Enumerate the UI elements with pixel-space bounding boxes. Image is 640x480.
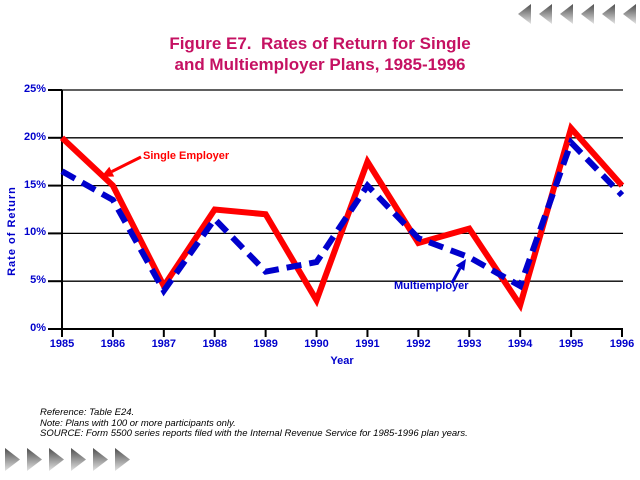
series-label-single-employer: Single Employer <box>143 150 230 162</box>
x-tick-label-1986: 1986 <box>100 338 126 350</box>
x-tick-label-1985: 1985 <box>49 338 75 350</box>
series-label-multiemployer: Multiemployer <box>394 280 469 292</box>
nav-arrows-top <box>518 4 636 24</box>
nav-arrows-bottom <box>5 448 130 471</box>
footer-notes: Reference: Table E24. Note: Plans with 1… <box>40 407 600 440</box>
x-axis-title: Year <box>330 355 354 367</box>
x-tick-label-1987: 1987 <box>151 338 177 350</box>
single-employer-arrow-shaft <box>111 155 142 173</box>
series-line-multiemployer <box>60 137 625 297</box>
y-tick-label-25pct: 25% <box>23 83 46 95</box>
y-tick-label-5pct: 5% <box>30 274 46 287</box>
single-employer-arrow-head-icon <box>101 166 115 177</box>
chart-title: Figure E7. Rates of Return for Single an… <box>0 33 640 75</box>
y-tick-label-0pct: 0% <box>30 322 46 334</box>
chart-title-line2: and Multiemployer Plans, 1985-1996 <box>174 55 466 74</box>
y-tick-label-15pct: 15% <box>23 178 46 191</box>
chart-title-line1: Figure E7. Rates of Return for Single <box>169 34 471 53</box>
footer-reference: Reference: Table E24. <box>40 407 135 418</box>
x-tick-label-1993: 1993 <box>457 338 482 350</box>
y-tick-label-10pct: 10% <box>23 226 46 239</box>
series-line-single-employer <box>59 122 625 313</box>
footer-source: SOURCE: Form 5500 series reports filed w… <box>40 428 468 439</box>
multiemployer-arrow-head-icon <box>455 259 466 271</box>
x-tick-label-1995: 1995 <box>558 338 584 350</box>
x-tick-label-1996: 1996 <box>609 338 635 350</box>
x-tick-label-1994: 1994 <box>507 338 533 350</box>
x-tick-label-1992: 1992 <box>406 338 431 350</box>
y-tick-label-20pct: 20% <box>23 130 46 143</box>
x-tick-label-1991: 1991 <box>355 338 380 350</box>
x-tick-label-1988: 1988 <box>202 338 227 350</box>
x-tick-label-1990: 1990 <box>304 338 329 350</box>
footer-note: Note: Plans with 100 or more participant… <box>40 417 236 429</box>
multiemployer-arrow-shaft <box>450 267 462 284</box>
x-tick-label-1989: 1989 <box>253 338 278 350</box>
